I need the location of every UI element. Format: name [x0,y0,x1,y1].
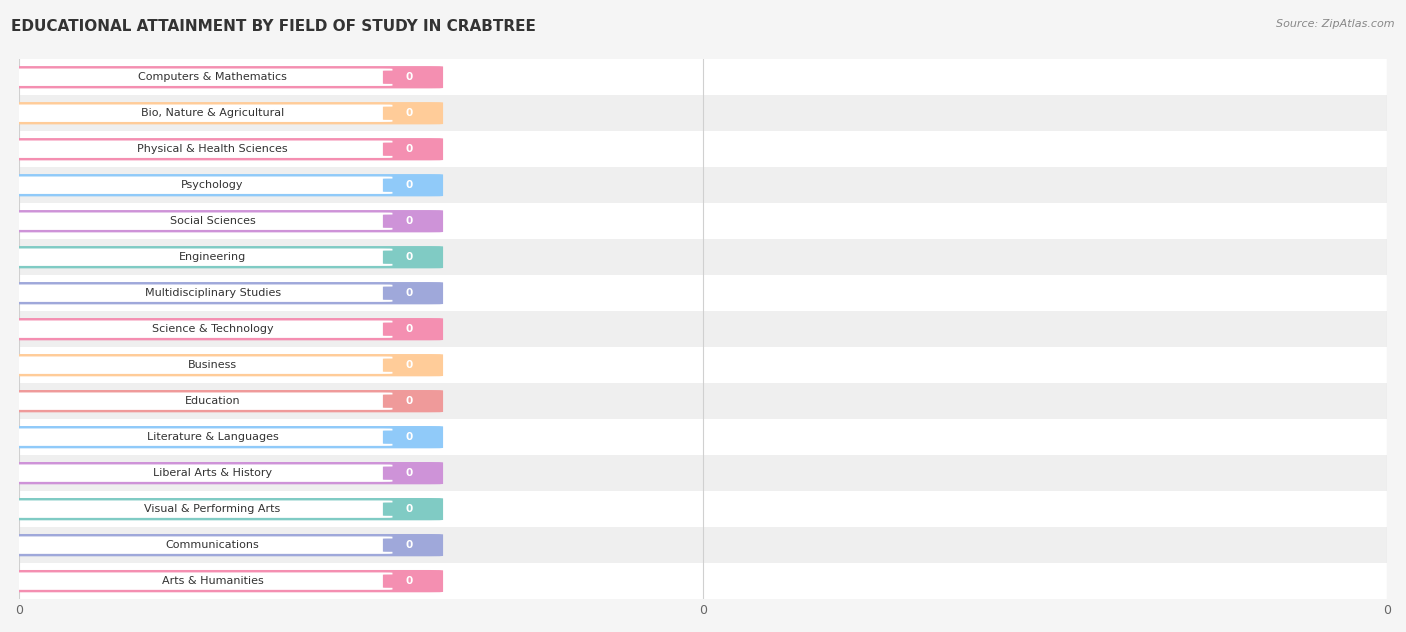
FancyBboxPatch shape [6,390,443,412]
FancyBboxPatch shape [6,246,443,269]
Bar [20,455,1386,491]
Text: Literature & Languages: Literature & Languages [146,432,278,442]
FancyBboxPatch shape [6,282,443,305]
FancyBboxPatch shape [382,322,434,336]
Text: Education: Education [184,396,240,406]
FancyBboxPatch shape [11,320,392,338]
Text: Communications: Communications [166,540,260,550]
Text: Social Sciences: Social Sciences [170,216,256,226]
FancyBboxPatch shape [382,466,434,480]
Text: 0: 0 [405,72,412,82]
FancyBboxPatch shape [382,502,434,516]
Text: Bio, Nature & Agricultural: Bio, Nature & Agricultural [141,108,284,118]
FancyBboxPatch shape [11,537,392,554]
FancyBboxPatch shape [6,534,443,556]
FancyBboxPatch shape [11,212,392,230]
Text: 0: 0 [405,468,412,478]
Text: Visual & Performing Arts: Visual & Performing Arts [145,504,281,514]
FancyBboxPatch shape [11,428,392,446]
Bar [20,95,1386,131]
Bar [20,419,1386,455]
Bar [20,131,1386,167]
FancyBboxPatch shape [382,250,434,264]
FancyBboxPatch shape [11,68,392,86]
FancyBboxPatch shape [11,392,392,410]
Text: Source: ZipAtlas.com: Source: ZipAtlas.com [1277,19,1395,29]
Text: Computers & Mathematics: Computers & Mathematics [138,72,287,82]
FancyBboxPatch shape [382,394,434,408]
FancyBboxPatch shape [382,71,434,84]
Bar [20,491,1386,527]
FancyBboxPatch shape [382,179,434,192]
FancyBboxPatch shape [382,358,434,372]
FancyBboxPatch shape [11,140,392,158]
FancyBboxPatch shape [11,465,392,482]
Bar [20,167,1386,204]
FancyBboxPatch shape [6,66,443,88]
Text: Science & Technology: Science & Technology [152,324,273,334]
Text: 0: 0 [405,288,412,298]
FancyBboxPatch shape [6,210,443,233]
Text: Physical & Health Sciences: Physical & Health Sciences [138,144,288,154]
Text: Liberal Arts & History: Liberal Arts & History [153,468,273,478]
FancyBboxPatch shape [382,143,434,156]
FancyBboxPatch shape [382,107,434,120]
FancyBboxPatch shape [11,248,392,266]
Text: 0: 0 [405,252,412,262]
Text: Psychology: Psychology [181,180,243,190]
Text: EDUCATIONAL ATTAINMENT BY FIELD OF STUDY IN CRABTREE: EDUCATIONAL ATTAINMENT BY FIELD OF STUDY… [11,19,536,34]
FancyBboxPatch shape [382,286,434,300]
FancyBboxPatch shape [6,138,443,161]
Bar [20,527,1386,563]
Text: 0: 0 [405,144,412,154]
Text: 0: 0 [405,180,412,190]
Text: 0: 0 [405,324,412,334]
Text: 0: 0 [405,540,412,550]
Text: 0: 0 [405,576,412,586]
Text: 0: 0 [405,504,412,514]
FancyBboxPatch shape [382,214,434,228]
FancyBboxPatch shape [6,570,443,592]
Text: 0: 0 [405,432,412,442]
FancyBboxPatch shape [11,104,392,122]
Text: Business: Business [188,360,238,370]
FancyBboxPatch shape [6,426,443,448]
FancyBboxPatch shape [6,498,443,520]
FancyBboxPatch shape [6,174,443,197]
Bar [20,311,1386,347]
Text: 0: 0 [405,216,412,226]
Text: 0: 0 [405,108,412,118]
Text: 0: 0 [405,396,412,406]
FancyBboxPatch shape [382,430,434,444]
Bar [20,563,1386,599]
FancyBboxPatch shape [6,462,443,484]
FancyBboxPatch shape [11,284,392,302]
Bar [20,347,1386,383]
Text: Arts & Humanities: Arts & Humanities [162,576,263,586]
FancyBboxPatch shape [6,354,443,376]
FancyBboxPatch shape [6,318,443,341]
Bar [20,275,1386,311]
Text: 0: 0 [405,360,412,370]
FancyBboxPatch shape [11,176,392,194]
Bar [20,383,1386,419]
Text: Multidisciplinary Studies: Multidisciplinary Studies [145,288,281,298]
FancyBboxPatch shape [382,538,434,552]
FancyBboxPatch shape [11,573,392,590]
Bar [20,204,1386,239]
FancyBboxPatch shape [6,102,443,125]
FancyBboxPatch shape [11,501,392,518]
FancyBboxPatch shape [11,356,392,374]
FancyBboxPatch shape [382,574,434,588]
Bar [20,59,1386,95]
Text: Engineering: Engineering [179,252,246,262]
Bar [20,239,1386,275]
